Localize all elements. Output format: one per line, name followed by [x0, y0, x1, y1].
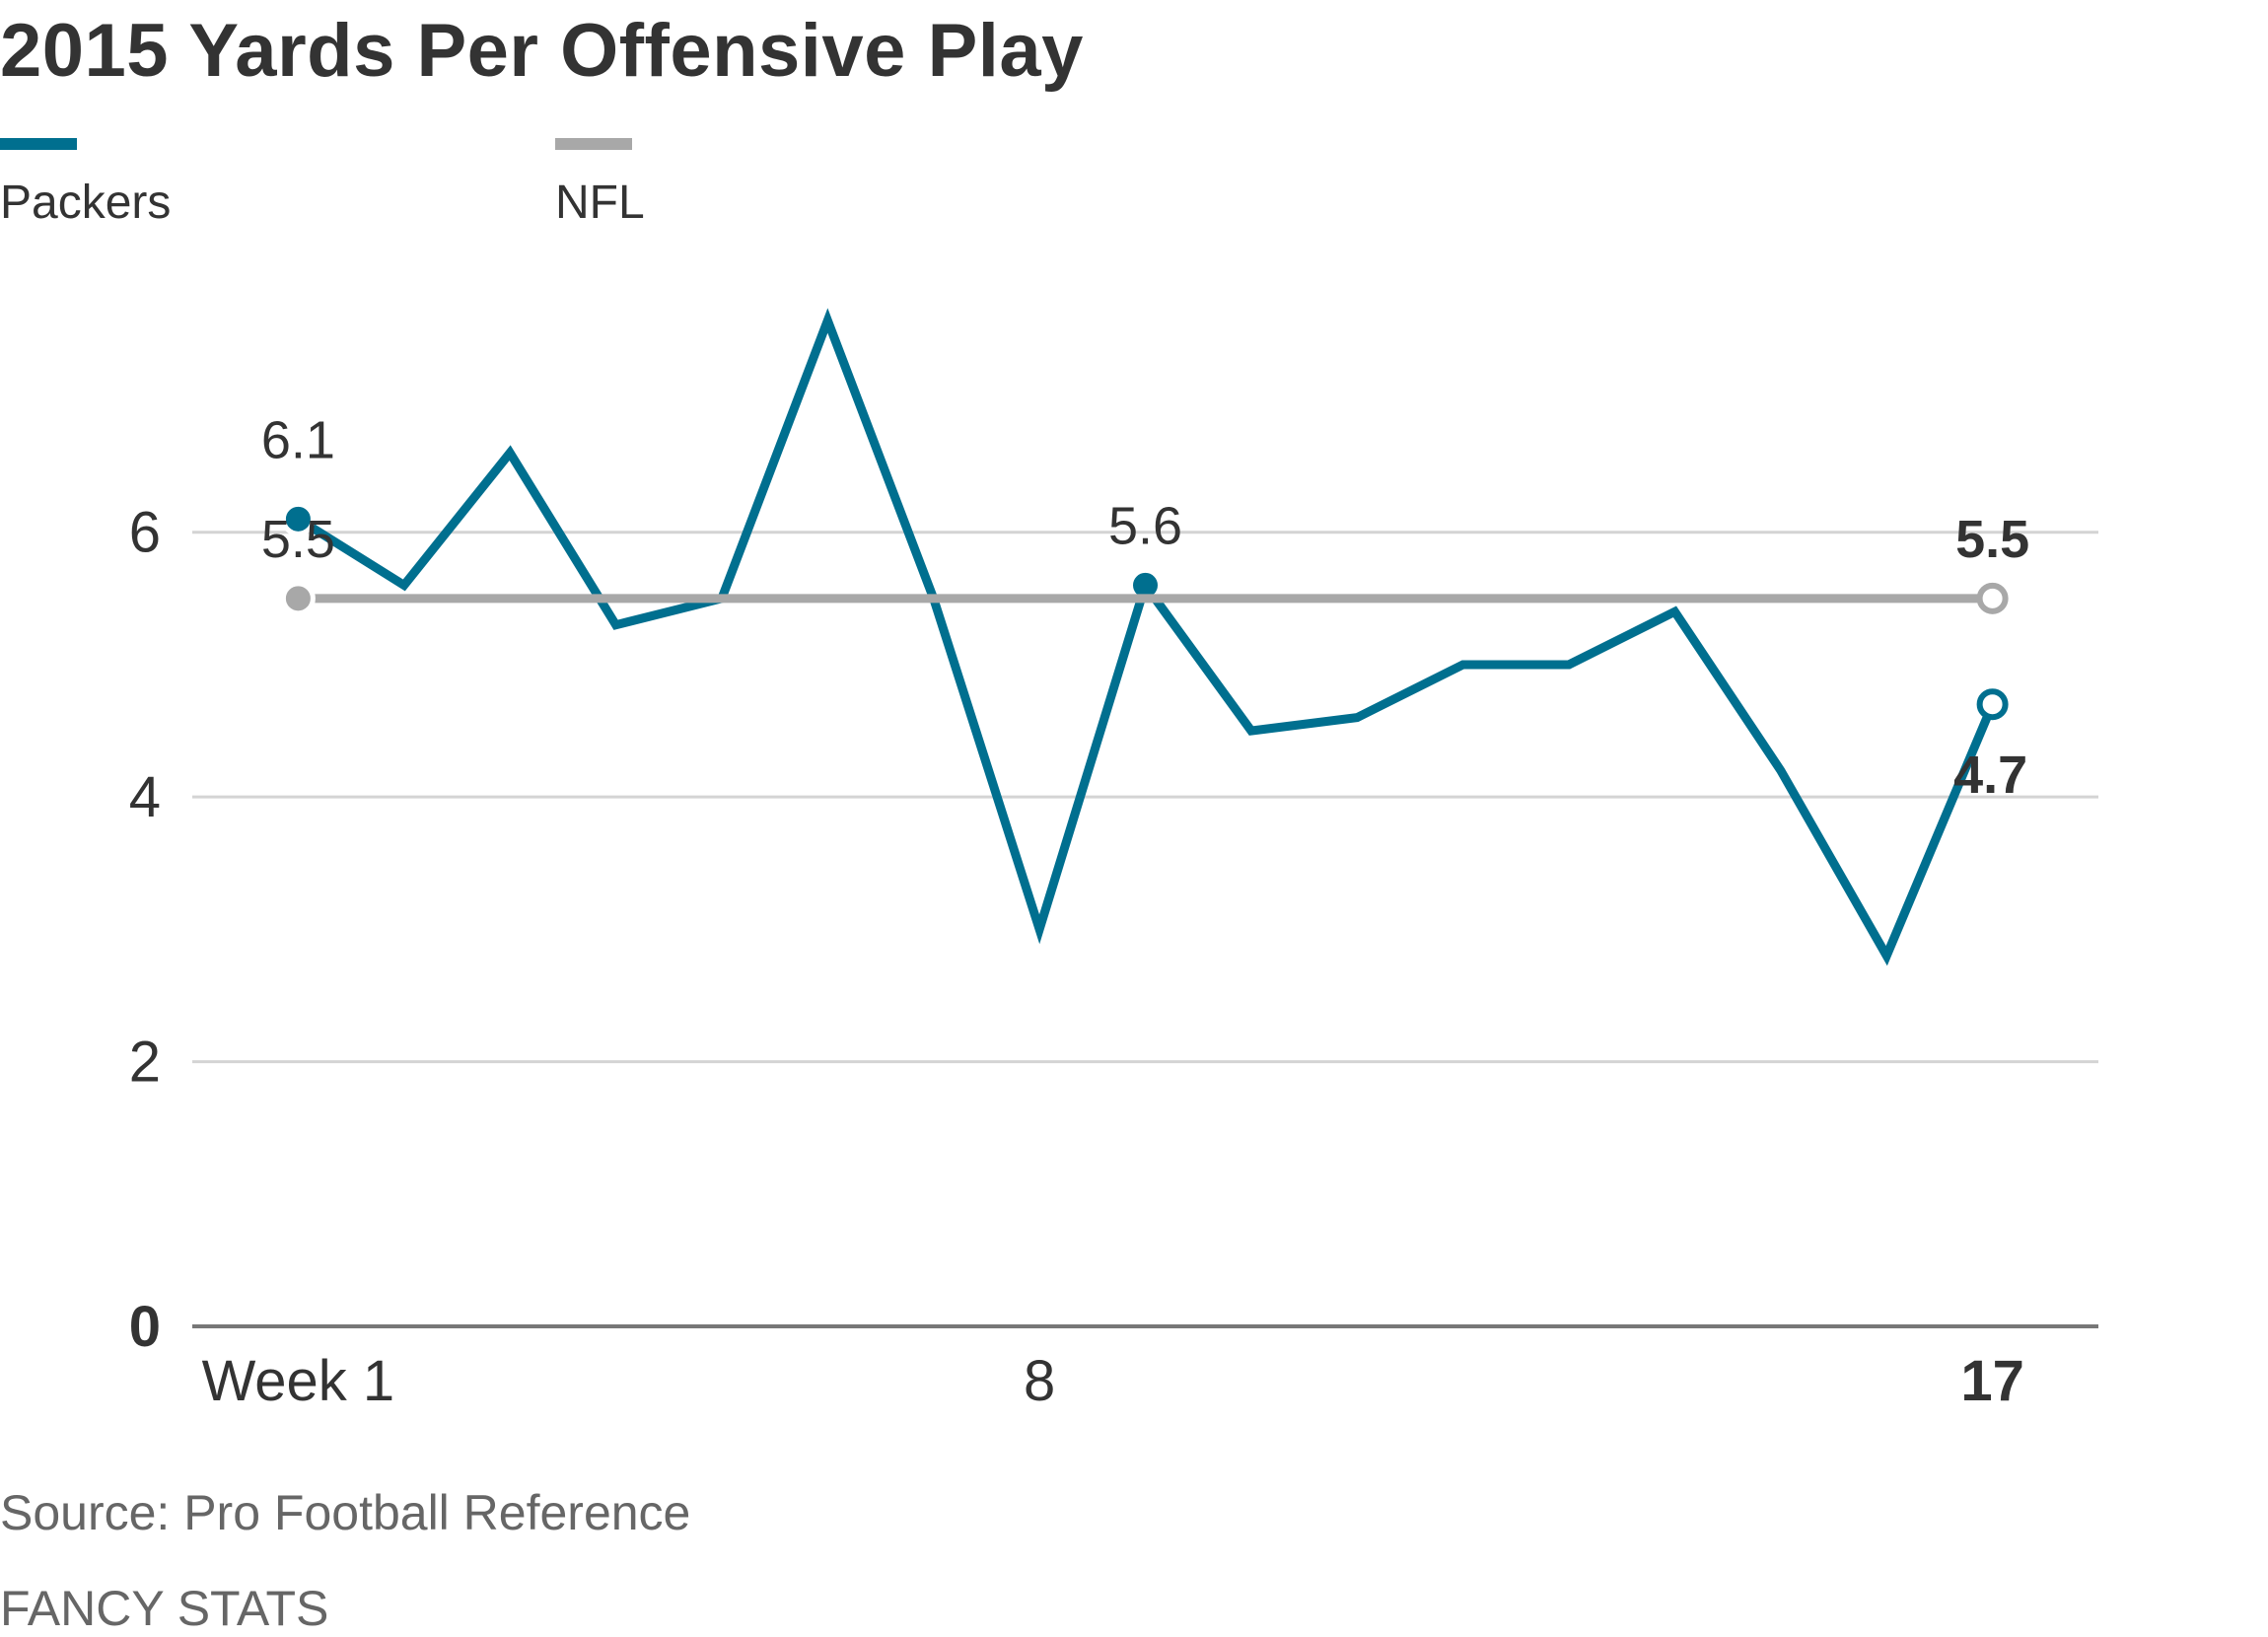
data-label-packers-17: 4.7	[1953, 746, 2027, 805]
legend-label-packers: Packers	[0, 177, 172, 229]
chart-title: 2015 Yards Per Offensive Play	[0, 9, 1084, 93]
x-tick-label-week-1: Week 1	[202, 1349, 395, 1413]
label-layer: 0 2 4 6 Week 1 8 17 6.1 5.6 4.7 5.5 5.5	[129, 410, 2029, 1413]
legend-swatch-nfl	[555, 138, 632, 150]
x-tick-label-17: 17	[1960, 1349, 2024, 1413]
credit-note: FANCY STATS	[0, 1581, 329, 1636]
point-marker-packers-17	[1976, 688, 2009, 721]
source-note: Source: Pro Football Reference	[0, 1485, 691, 1540]
point-marker-packers-1	[280, 501, 316, 536]
data-label-nfl-1: 5.5	[261, 510, 335, 569]
series-layer	[280, 308, 2009, 966]
x-tick-label-8: 8	[1024, 1349, 1055, 1413]
grid-layer	[192, 531, 2098, 1328]
point-marker-nfl-1	[280, 581, 316, 616]
data-label-packers-9: 5.6	[1108, 496, 1182, 555]
legend-label-nfl: NFL	[555, 177, 645, 229]
data-label-packers-1: 6.1	[261, 410, 335, 469]
y-tick-label-6: 6	[129, 501, 161, 565]
y-tick-label-4: 4	[129, 765, 161, 829]
point-marker-nfl-17	[1976, 582, 2009, 614]
legend-swatch-packers	[0, 138, 77, 150]
data-label-nfl-17: 5.5	[1955, 510, 2029, 569]
series-line-packers	[296, 308, 1997, 966]
y-tick-label-2: 2	[129, 1031, 161, 1095]
y-tick-label-0: 0	[129, 1295, 161, 1359]
line-chart: 0 2 4 6 Week 1 8 17 6.1 5.6 4.7 5.5 5.5	[129, 308, 2098, 1413]
